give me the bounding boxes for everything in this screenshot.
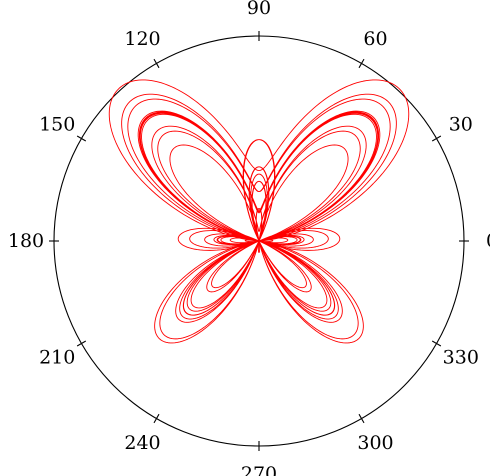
angular-tick-120 — [153, 58, 160, 69]
angular-tick-30 — [431, 135, 442, 142]
angular-tick-60 — [358, 58, 365, 69]
butterfly-curve-series — [108, 79, 410, 344]
angular-tick-label-90: 90 — [247, 0, 271, 19]
angular-tick-label-150: 150 — [39, 114, 75, 136]
angular-ticks: 0 30 60 90 120 150 180 210 240 270 300 330 — [8, 0, 490, 476]
butterfly-curve-line — [108, 79, 410, 344]
angular-tick-label-270: 270 — [241, 463, 277, 476]
angular-tick-150 — [76, 135, 87, 142]
angular-tick-label-210: 210 — [39, 347, 75, 369]
angular-tick-label-120: 120 — [124, 28, 160, 50]
angular-tick-label-330: 330 — [443, 347, 479, 369]
angular-tick-label-300: 300 — [357, 432, 393, 454]
angular-tick-label-0: 0 — [486, 230, 490, 252]
angular-tick-label-60: 60 — [363, 28, 387, 50]
angular-tick-240 — [153, 413, 160, 424]
angular-tick-label-240: 240 — [124, 432, 160, 454]
angular-tick-300 — [358, 413, 365, 424]
angular-tick-label-180: 180 — [8, 230, 44, 252]
angular-tick-label-30: 30 — [449, 114, 473, 136]
angular-tick-210 — [76, 340, 87, 347]
angular-tick-330 — [431, 340, 442, 347]
